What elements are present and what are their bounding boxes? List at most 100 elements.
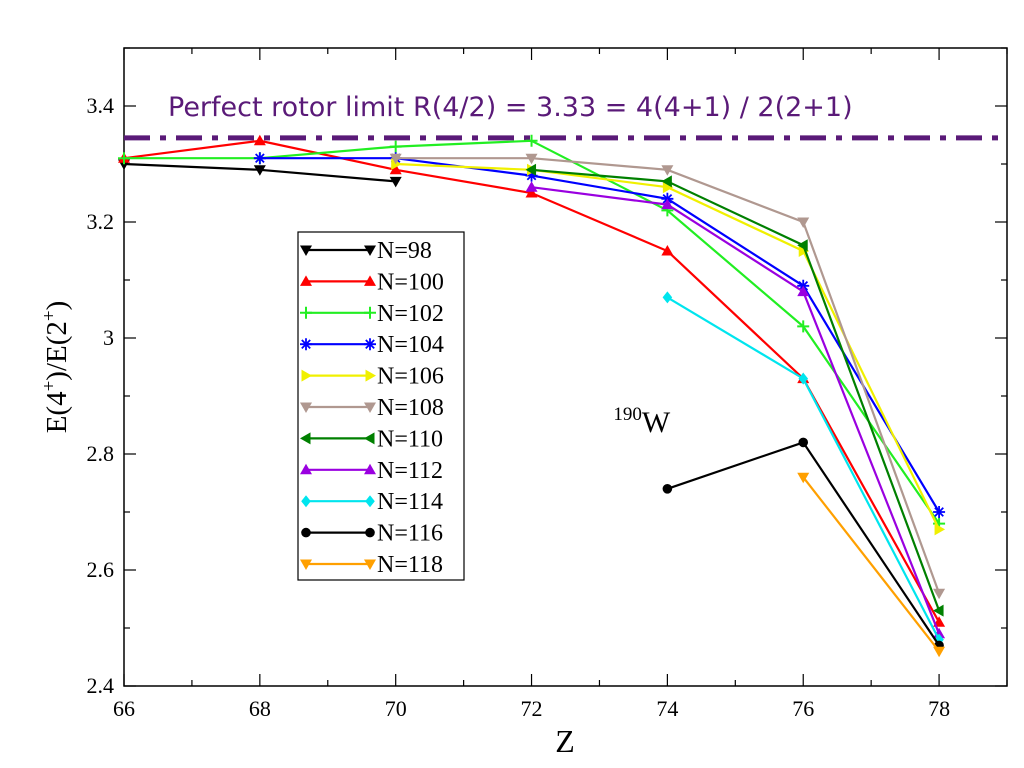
y-tick-label: 2.4	[87, 673, 115, 698]
legend-label: N=104	[377, 332, 444, 358]
legend-label: N=116	[377, 521, 443, 547]
data-point	[797, 320, 810, 333]
data-point	[661, 198, 674, 210]
legend-entry: N=98	[300, 238, 432, 264]
reference-line-label: Perfect rotor limit R(4/2) = 3.33 = 4(4+…	[168, 92, 853, 123]
x-tick-label: 74	[656, 696, 678, 721]
legend: N=98 N=100 N=102 N=104 N=106 N=108 N=110 N=112 N…	[297, 231, 465, 581]
data-point	[365, 527, 375, 538]
x-axis-title: Z	[555, 723, 575, 759]
series-line	[259, 157, 941, 513]
legend-entry: N=106	[301, 364, 444, 390]
x-tick-label: 72	[521, 696, 543, 721]
annotation-group: 190W	[613, 404, 671, 439]
data-point	[662, 181, 674, 194]
legend-label: N=114	[377, 489, 443, 515]
x-tick-label: 68	[249, 696, 271, 721]
series-n-100	[118, 134, 946, 627]
legend-entry: N=102	[300, 301, 444, 327]
data-point	[797, 239, 808, 252]
legend-label: N=102	[377, 301, 444, 327]
data-point	[933, 646, 946, 658]
legend-entry: N=108	[300, 395, 444, 421]
data-point	[662, 484, 673, 494]
data-point	[525, 163, 537, 176]
axes: 66 68 70 72 74 76 78 2.4 2.6 2.8 3 3.2 3.4	[87, 47, 1008, 721]
data-point	[118, 152, 130, 165]
legend-entry: N=116	[301, 521, 443, 547]
legend-entry: N=104	[300, 332, 444, 358]
data-point	[389, 140, 402, 153]
data-point	[798, 437, 809, 448]
series-n-118	[797, 472, 946, 658]
data-point	[525, 187, 538, 198]
x-tick-label: 70	[385, 696, 407, 721]
data-point	[300, 306, 312, 319]
data-point	[364, 402, 376, 413]
series-group	[118, 134, 946, 658]
data-point	[525, 153, 538, 165]
legend-label: N=118	[377, 552, 443, 578]
data-point	[661, 245, 674, 256]
x-tick-label: 78	[928, 696, 950, 721]
series-line	[666, 296, 941, 641]
data-point	[364, 275, 376, 286]
data-point	[391, 158, 402, 170]
data-point	[661, 175, 672, 188]
plot-frame	[123, 47, 1008, 687]
data-point	[300, 402, 312, 413]
data-point	[933, 506, 946, 518]
data-point	[364, 245, 376, 256]
series-n-108	[389, 153, 946, 600]
y-tick-label: 3.4	[87, 93, 115, 118]
series-line	[531, 168, 941, 611]
data-point	[798, 372, 809, 385]
data-point	[933, 604, 944, 617]
data-point	[797, 285, 810, 297]
data-point	[300, 245, 312, 256]
data-point	[364, 559, 376, 570]
data-point	[662, 291, 673, 304]
data-point	[253, 165, 266, 176]
y-tick-label: 2.6	[87, 557, 115, 582]
series-line	[802, 476, 940, 652]
legend-label: N=112	[377, 458, 443, 484]
legend-entry: N=100	[300, 269, 444, 295]
legend-entry: N=118	[300, 552, 443, 578]
legend-label: N=110	[377, 426, 443, 452]
series-line	[123, 139, 941, 623]
y-tick-label: 3	[103, 325, 114, 350]
data-point	[300, 559, 312, 570]
data-point	[300, 463, 312, 475]
data-point	[389, 163, 402, 175]
y-tick-label: 3.2	[87, 209, 115, 234]
data-point	[253, 134, 266, 146]
legend-entry: N=112	[300, 458, 443, 484]
data-point	[365, 369, 376, 382]
data-point	[301, 495, 311, 508]
x-tick-label: 66	[113, 696, 135, 721]
data-point	[300, 338, 312, 351]
data-point	[364, 306, 376, 319]
data-point	[389, 153, 402, 165]
data-point	[661, 165, 674, 176]
series-n-110	[525, 163, 944, 617]
series-line	[531, 186, 941, 635]
legend-label: N=106	[377, 364, 444, 390]
data-point	[525, 134, 538, 147]
data-point	[365, 495, 375, 508]
y-tick-label: 2.8	[87, 441, 115, 466]
legend-label: N=98	[377, 238, 432, 264]
data-point	[798, 245, 810, 257]
data-point	[933, 588, 946, 600]
annotation-190w: 190W	[613, 404, 671, 439]
legend-label: N=108	[377, 395, 444, 421]
series-line	[124, 139, 940, 525]
data-point	[364, 463, 376, 475]
data-point	[934, 523, 946, 536]
data-point	[389, 176, 402, 188]
data-point	[525, 181, 538, 192]
data-point	[364, 432, 375, 445]
data-point	[300, 275, 312, 286]
